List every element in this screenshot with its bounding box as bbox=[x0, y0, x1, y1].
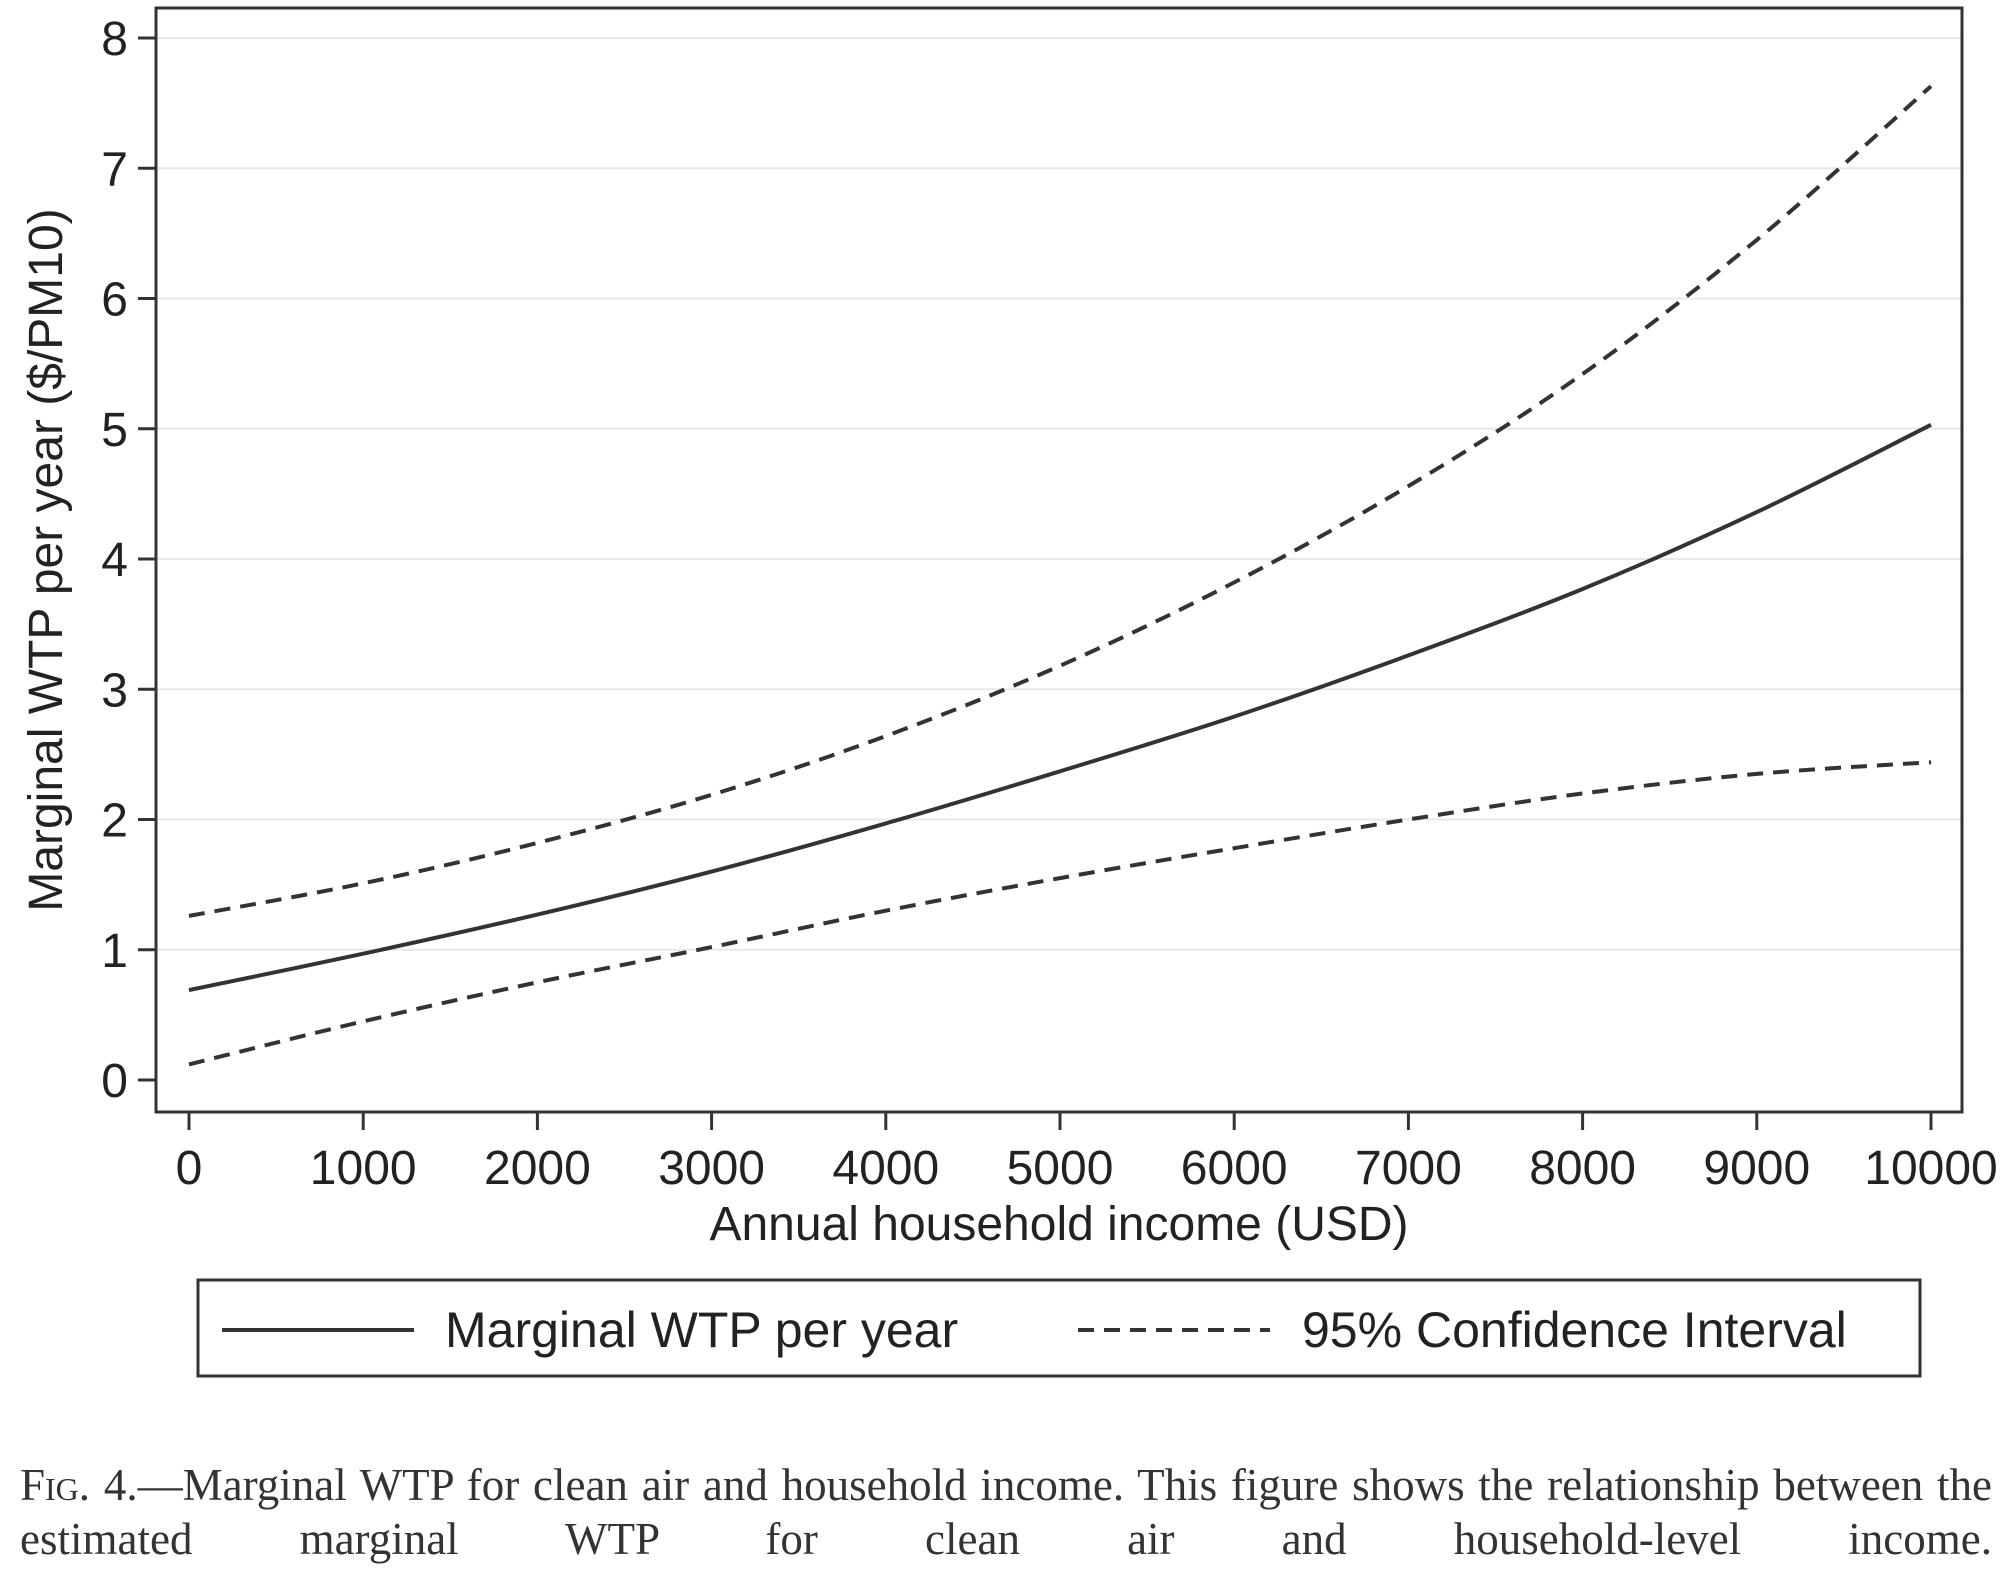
x-axis-title: Annual household income (USD) bbox=[709, 1198, 1408, 1251]
legend-label-ci: 95% Confidence Interval bbox=[1302, 1302, 1847, 1358]
x-tick-label: 6000 bbox=[1181, 1142, 1288, 1195]
x-tick-label: 8000 bbox=[1529, 1142, 1636, 1195]
series bbox=[188, 84, 1933, 1067]
y-tick-label: 7 bbox=[101, 143, 128, 196]
ci-upper-line bbox=[188, 84, 1933, 918]
legend-label-wtp: Marginal WTP per year bbox=[445, 1302, 958, 1358]
y-axis-title: Marginal WTP per year ($/PM10) bbox=[20, 208, 73, 911]
wtp-line bbox=[188, 423, 1932, 993]
y-tick-label: 1 bbox=[101, 925, 128, 978]
x-tick-label: 2000 bbox=[484, 1142, 591, 1195]
x-tick-label: 1000 bbox=[310, 1142, 417, 1195]
x-tick-label: 4000 bbox=[832, 1142, 939, 1195]
caption-text: —Marginal WTP for clean air and househol… bbox=[20, 1460, 1993, 1564]
x-tick-label: 0 bbox=[176, 1142, 203, 1195]
legend-box bbox=[196, 1278, 1922, 1378]
y-tick-label: 5 bbox=[101, 404, 128, 457]
grid-lines bbox=[156, 37, 1962, 951]
x-tick-label: 3000 bbox=[658, 1142, 765, 1195]
legend: Marginal WTP per year 95% Confidence Int… bbox=[196, 1278, 1922, 1378]
caption-label: Fig. 4. bbox=[20, 1460, 138, 1510]
axis-ticks: 0 1 2 3 4 5 6 7 8 0 1000 2000 3000 4000 5000 6000 7000 80… bbox=[101, 13, 1997, 1195]
y-tick-label: 8 bbox=[101, 13, 128, 66]
x-tick-label: 5000 bbox=[1007, 1142, 1114, 1195]
x-tick-label: 9000 bbox=[1703, 1142, 1810, 1195]
figure-caption: Fig. 4.—Marginal WTP for clean air and h… bbox=[20, 1458, 1992, 1566]
y-tick-label: 4 bbox=[101, 534, 128, 587]
y-tick-label: 0 bbox=[101, 1055, 128, 1108]
y-tick-label: 3 bbox=[101, 664, 128, 717]
y-tick-label: 6 bbox=[101, 274, 128, 327]
x-tick-label: 10000 bbox=[1864, 1142, 1997, 1195]
x-tick-label: 7000 bbox=[1355, 1142, 1462, 1195]
y-tick-label: 2 bbox=[101, 795, 128, 848]
ci-lower-line bbox=[188, 760, 1932, 1067]
